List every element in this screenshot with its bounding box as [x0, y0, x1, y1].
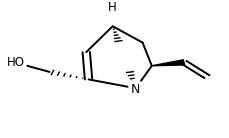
Text: N: N	[131, 83, 140, 96]
Text: HO: HO	[7, 56, 25, 69]
Polygon shape	[151, 60, 184, 66]
Text: H: H	[108, 1, 117, 14]
